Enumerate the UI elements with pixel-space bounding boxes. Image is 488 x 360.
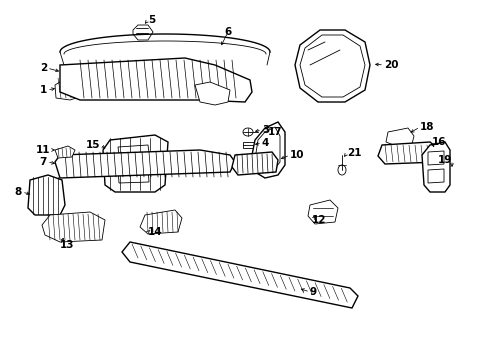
Polygon shape (42, 212, 105, 242)
Text: 5: 5 (148, 15, 155, 25)
Text: 21: 21 (346, 148, 361, 158)
Polygon shape (118, 145, 150, 162)
Text: 19: 19 (437, 155, 451, 165)
Text: 10: 10 (289, 150, 304, 160)
Text: 16: 16 (431, 137, 446, 147)
Text: 4: 4 (262, 138, 269, 148)
Polygon shape (294, 30, 369, 102)
Polygon shape (251, 122, 285, 178)
Polygon shape (140, 210, 182, 234)
Polygon shape (377, 142, 439, 164)
Polygon shape (195, 82, 229, 105)
Polygon shape (55, 75, 88, 100)
Text: 2: 2 (40, 63, 47, 73)
Text: 6: 6 (224, 27, 231, 37)
Polygon shape (55, 146, 75, 158)
Text: 14: 14 (148, 227, 163, 237)
Text: 7: 7 (40, 157, 47, 167)
Text: 11: 11 (36, 145, 50, 155)
Polygon shape (118, 167, 149, 183)
Polygon shape (103, 135, 168, 192)
Text: 18: 18 (419, 122, 434, 132)
Polygon shape (231, 152, 278, 175)
Polygon shape (60, 58, 251, 102)
Text: 20: 20 (383, 60, 398, 70)
Text: 15: 15 (85, 140, 100, 150)
Polygon shape (307, 200, 337, 224)
Text: 12: 12 (311, 215, 326, 225)
Polygon shape (421, 142, 449, 192)
Text: 8: 8 (15, 187, 22, 197)
Polygon shape (133, 25, 153, 40)
Polygon shape (28, 175, 65, 215)
Text: 1: 1 (40, 85, 47, 95)
Text: 17: 17 (267, 127, 282, 137)
Polygon shape (122, 242, 357, 308)
Text: 9: 9 (309, 287, 317, 297)
Text: 3: 3 (262, 125, 269, 135)
Polygon shape (385, 128, 413, 146)
Text: 13: 13 (60, 240, 74, 250)
Polygon shape (55, 150, 235, 178)
